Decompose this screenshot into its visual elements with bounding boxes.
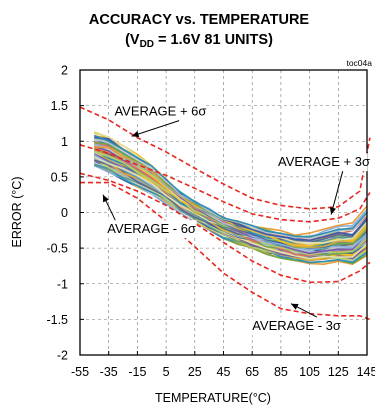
annotation-arrowhead <box>102 194 109 203</box>
y-tick-label: -1.5 <box>46 313 68 327</box>
unit-curve <box>93 134 368 238</box>
figure-id: toc04a <box>346 58 372 68</box>
x-axis-label: TEMPERATURE(°C) <box>155 391 271 405</box>
unit-curves <box>93 130 368 266</box>
chart-subtitle: (VDD = 1.6V 81 UNITS) <box>125 32 273 50</box>
y-tick-label: -2 <box>57 349 68 363</box>
y-axis-label: ERROR (°C) <box>10 177 24 248</box>
y-tick-label: 0.5 <box>51 170 68 184</box>
x-tick-label: 65 <box>245 365 259 379</box>
annotation-background <box>104 220 197 239</box>
annotation-background <box>111 102 204 121</box>
y-tick-label: -0.5 <box>46 242 68 256</box>
annotation-background <box>249 317 342 336</box>
subtitle-suffix: = 1.6V 81 UNITS) <box>154 32 273 48</box>
x-tick-label: 25 <box>188 365 202 379</box>
y-tick-label: 1.5 <box>51 99 68 113</box>
annotation-label: AVERAGE - 3σ <box>252 318 341 333</box>
annotation-arrow <box>131 120 180 137</box>
annotation-arrow <box>330 171 344 215</box>
sigma-limit-line <box>80 181 371 321</box>
subtitle-prefix: (V <box>125 32 140 48</box>
annotation-arrowhead <box>131 131 140 138</box>
sigma-limit-lines <box>79 106 371 321</box>
sigma-limit-line <box>79 172 371 284</box>
x-tick-label: 105 <box>299 365 320 379</box>
x-tick-label: -35 <box>100 365 118 379</box>
sigma-limit-line <box>79 144 371 223</box>
annotations: AVERAGE + 6σ AVERAGE + 3σ AVERAGE - 6σ AVER… <box>102 102 370 336</box>
chart-title: ACCURACY vs. TEMPERATURE <box>89 12 310 28</box>
x-tick-label: 145 <box>357 365 375 379</box>
y-tick-label: -1 <box>57 277 68 291</box>
x-tick-label: 125 <box>328 365 349 379</box>
annotation-label: AVERAGE + 3σ <box>278 154 370 169</box>
x-tick-label: 85 <box>274 365 288 379</box>
annotation-label: AVERAGE + 6σ <box>114 104 206 119</box>
x-tick-label: -55 <box>71 365 89 379</box>
annotation-label: AVERAGE - 6σ <box>107 221 196 236</box>
annotation-arrowhead <box>329 207 337 215</box>
annotation-background <box>275 153 368 172</box>
x-tick-label: -15 <box>128 365 146 379</box>
axis-ticks: -55 -35 -15 5 25 45 65 85 105 125 145 2 1.5 1 0.5 0 -0.5… <box>46 64 375 380</box>
x-tick-label: 5 <box>163 365 170 379</box>
y-tick-label: 1 <box>61 135 68 149</box>
sigma-limit-line <box>79 106 371 210</box>
y-tick-label: 2 <box>61 64 68 78</box>
subtitle-subscript: DD <box>140 39 154 50</box>
annotation-arrowhead <box>290 303 299 310</box>
x-tick-label: 45 <box>217 365 231 379</box>
y-tick-label: 0 <box>61 206 68 220</box>
